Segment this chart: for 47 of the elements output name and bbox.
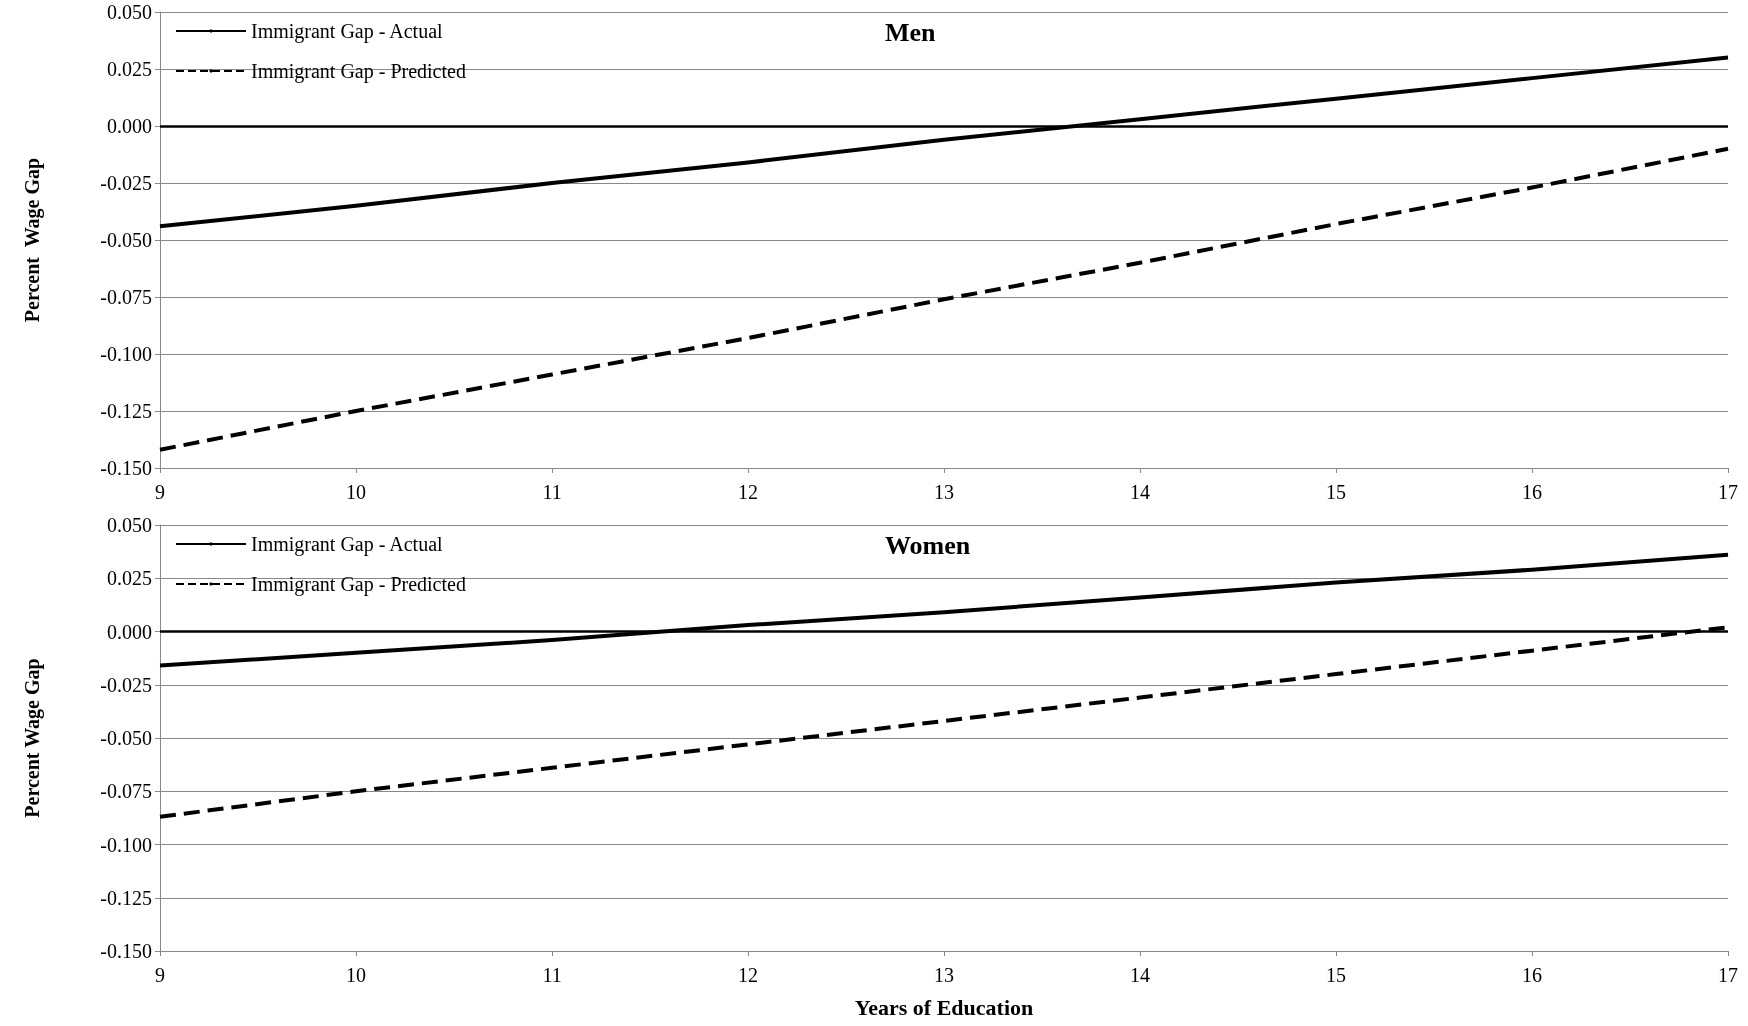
x-tick-label: 11 bbox=[542, 481, 562, 503]
line-series bbox=[158, 146, 1730, 452]
y-tick-label: 0.000 bbox=[107, 115, 152, 137]
x-tick-label: 17 bbox=[1718, 964, 1738, 986]
legend-label: Immigrant Gap - Predicted bbox=[251, 60, 466, 83]
line-series bbox=[158, 55, 1730, 229]
x-tick-label: 9 bbox=[155, 964, 165, 986]
chart-title: Men bbox=[885, 17, 937, 47]
y-tick-label: -0.125 bbox=[100, 886, 152, 909]
x-tick-label: 13 bbox=[934, 481, 954, 503]
y-tick-label: -0.025 bbox=[100, 673, 152, 696]
x-axis-title: Years of Education bbox=[854, 994, 1034, 1020]
x-tick-label: 17 bbox=[1718, 481, 1738, 503]
y-tick-label: 0.050 bbox=[107, 514, 152, 536]
x-tick-label: 15 bbox=[1326, 964, 1346, 986]
chart-title: Women bbox=[885, 530, 971, 560]
x-tick-label: 9 bbox=[155, 481, 165, 503]
y-tick-label: -0.100 bbox=[100, 343, 152, 365]
y-tick-label: -0.100 bbox=[100, 833, 152, 856]
y-tick-label: -0.050 bbox=[100, 727, 152, 749]
y-tick-label: 0.025 bbox=[107, 567, 152, 590]
x-tick-label: 16 bbox=[1522, 964, 1542, 986]
x-tick-label: 15 bbox=[1326, 481, 1346, 503]
y-tick-label: -0.050 bbox=[100, 229, 152, 251]
x-tick-label: 14 bbox=[1130, 481, 1150, 503]
legend-label: Immigrant Gap - Actual bbox=[251, 20, 444, 43]
x-tick-label: 13 bbox=[934, 964, 954, 986]
y-tick-label: 0.050 bbox=[107, 1, 152, 23]
y-tick-label: -0.025 bbox=[100, 172, 152, 194]
y-tick-label: -0.075 bbox=[100, 286, 152, 308]
x-tick-label: 10 bbox=[346, 481, 366, 503]
y-tick-label: 0.000 bbox=[107, 620, 152, 643]
x-tick-label: 16 bbox=[1522, 481, 1542, 503]
x-tick-label: 12 bbox=[738, 964, 758, 986]
legend-label: Immigrant Gap - Predicted bbox=[251, 573, 466, 596]
legend-label: Immigrant Gap - Actual bbox=[251, 533, 444, 556]
y-tick-label: -0.150 bbox=[100, 457, 152, 479]
x-tick-label: 10 bbox=[346, 964, 366, 986]
y-axis-title: Percent Wage Gap bbox=[21, 157, 44, 323]
y-tick-label: -0.125 bbox=[100, 400, 152, 422]
y-tick-label: -0.150 bbox=[100, 940, 152, 962]
x-tick-label: 14 bbox=[1130, 964, 1150, 986]
y-axis-title: Percent Wage Gap bbox=[21, 658, 44, 818]
x-tick-label: 11 bbox=[542, 964, 562, 986]
x-tick-label: 12 bbox=[738, 481, 758, 503]
y-tick-label: 0.025 bbox=[107, 58, 152, 80]
y-tick-label: -0.075 bbox=[100, 780, 152, 803]
